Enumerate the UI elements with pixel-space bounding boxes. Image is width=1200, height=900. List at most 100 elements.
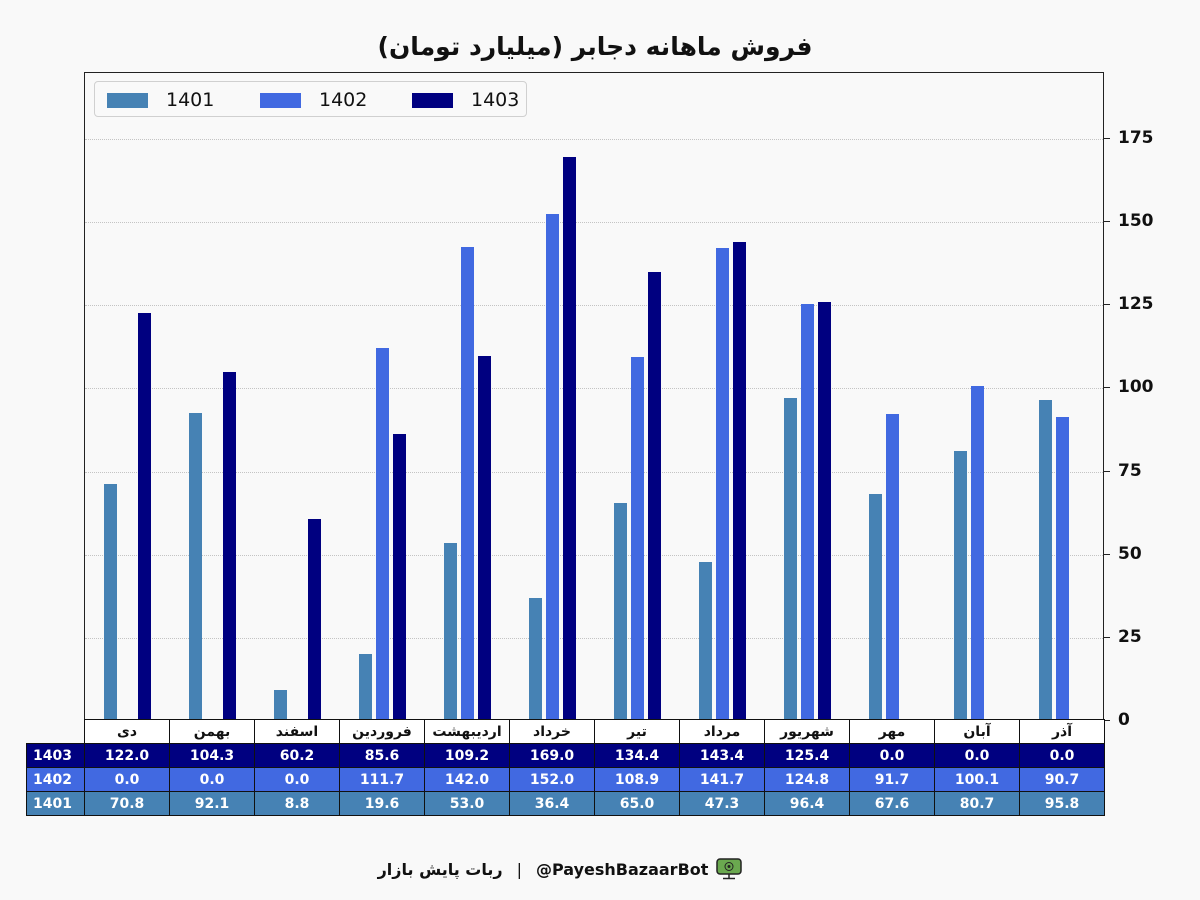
table-cell: 0.0: [849, 743, 935, 768]
y-tick-label: 175: [1118, 128, 1154, 148]
table-cell: 36.4: [509, 791, 595, 816]
bar-1401: [529, 597, 542, 719]
row-label: 1402: [26, 767, 85, 792]
table-row: 1402 0.0 0.0 0.0 111.7 142.0 152.0 108.9 141.7 12…: [26, 767, 1105, 792]
bar-1403: [733, 242, 746, 719]
table-cell: 95.8: [1019, 791, 1105, 816]
data-table: دی بهمن اسفند فروردین اردیبهشت خرداد تیر مرداد ش…: [26, 719, 1105, 816]
legend-item-1402: 1402: [260, 89, 367, 111]
month-header: اردیبهشت: [424, 719, 510, 744]
table-corner: [26, 719, 85, 744]
grid-line: [85, 222, 1103, 224]
chart-title: فروش ماهانه دجابر (میلیارد تومان): [377, 32, 813, 61]
y-tick-label: 125: [1118, 294, 1154, 315]
footer-handle: @PayeshBazaarBot: [535, 859, 709, 879]
grid-line: [85, 139, 1103, 140]
y-tick-label: 150: [1118, 211, 1154, 232]
table-cell: 152.0: [509, 767, 595, 792]
legend-item-1403: 1403: [412, 89, 519, 111]
y-tick: [1104, 221, 1110, 223]
legend-item-1401: 1401: [107, 89, 214, 111]
table-row: 1401 70.8 92.1 8.8 19.6 53.0 36.4 65.0 47.3 96.4 6…: [26, 791, 1105, 816]
month-header: بهمن: [169, 719, 255, 744]
table-cell: 0.0: [254, 767, 340, 792]
bar-1401: [189, 412, 202, 719]
bar-1401: [784, 398, 797, 719]
bar-1403: [478, 355, 491, 719]
table-cell: 0.0: [84, 767, 170, 792]
table-cell: 70.8: [84, 791, 170, 816]
table-cell: 0.0: [169, 767, 255, 792]
bar-1401: [359, 653, 372, 719]
table-cell: 60.2: [254, 743, 340, 768]
row-label: 1403: [26, 743, 85, 768]
row-label: 1401: [26, 791, 85, 816]
bar-1402: [1056, 417, 1069, 719]
table-cell: 91.7: [849, 767, 935, 792]
bar-1403: [138, 313, 151, 719]
legend-label: 1403: [471, 89, 520, 111]
table-cell: 109.2: [424, 743, 510, 768]
grid-line: [85, 388, 1103, 390]
y-tick-label: 50: [1118, 543, 1142, 564]
grid-line: [85, 471, 1103, 473]
table-cell: 67.6: [849, 791, 935, 816]
monitor-icon: [716, 858, 743, 880]
table-cell: 0.0: [1019, 743, 1105, 768]
bar-1402: [376, 347, 389, 719]
bar-1403: [223, 372, 236, 719]
bar-1401: [954, 450, 967, 719]
legend-label: 1402: [319, 89, 368, 111]
month-header: تیر: [594, 719, 680, 744]
y-tick-label: 25: [1118, 626, 1142, 647]
footer: ربات پایش بازار | @PayeshBazaarBot: [0, 858, 1120, 880]
bar-1402: [801, 303, 814, 719]
bar-1401: [274, 689, 287, 719]
bar-1402: [631, 356, 644, 719]
grid-line: [85, 554, 1103, 556]
bar-1403: [393, 434, 406, 719]
bar-1402: [461, 246, 474, 719]
legend-swatch: [260, 92, 301, 108]
grid-line: [85, 637, 1103, 639]
table-cell: 80.7: [934, 791, 1020, 816]
month-header: دی: [84, 719, 170, 744]
bar-1403: [563, 156, 576, 719]
bar-1401: [104, 483, 117, 719]
table-cell: 134.4: [594, 743, 680, 768]
bar-1401: [614, 502, 627, 719]
bar-1401: [869, 494, 882, 719]
bar-1403: [818, 301, 831, 719]
bar-1402: [886, 414, 899, 719]
table-cell: 47.3: [679, 791, 765, 816]
bar-1401: [444, 542, 457, 719]
bar-1401: [1039, 400, 1052, 719]
y-tick: [1104, 470, 1110, 472]
table-cell: 104.3: [169, 743, 255, 768]
y-tick: [1104, 138, 1110, 139]
y-tick: [1104, 304, 1110, 306]
table-cell: 65.0: [594, 791, 680, 816]
y-tick: [1104, 387, 1110, 389]
table-cell: 92.1: [169, 791, 255, 816]
table-cell: 111.7: [339, 767, 425, 792]
table-cell: 100.1: [934, 767, 1020, 792]
table-cell: 141.7: [679, 767, 765, 792]
table-header-row: دی بهمن اسفند فروردین اردیبهشت خرداد تیر مرداد ش…: [26, 719, 1105, 744]
footer-separator: |: [516, 859, 522, 879]
bar-1401: [699, 561, 712, 719]
legend: 1401 1402 1403: [94, 81, 527, 117]
table-cell: 8.8: [254, 791, 340, 816]
table-cell: 96.4: [764, 791, 850, 816]
y-tick-label: 75: [1118, 460, 1142, 481]
month-header: مهر: [849, 719, 935, 744]
grid-line: [85, 305, 1103, 307]
month-header: شهریور: [764, 719, 850, 744]
month-header: مرداد: [679, 719, 765, 744]
month-header: آبان: [934, 719, 1020, 744]
table-cell: 169.0: [509, 743, 595, 768]
table-cell: 90.7: [1019, 767, 1105, 792]
y-tick: [1104, 553, 1110, 555]
table-cell: 142.0: [424, 767, 510, 792]
y-tick: [1104, 636, 1110, 638]
